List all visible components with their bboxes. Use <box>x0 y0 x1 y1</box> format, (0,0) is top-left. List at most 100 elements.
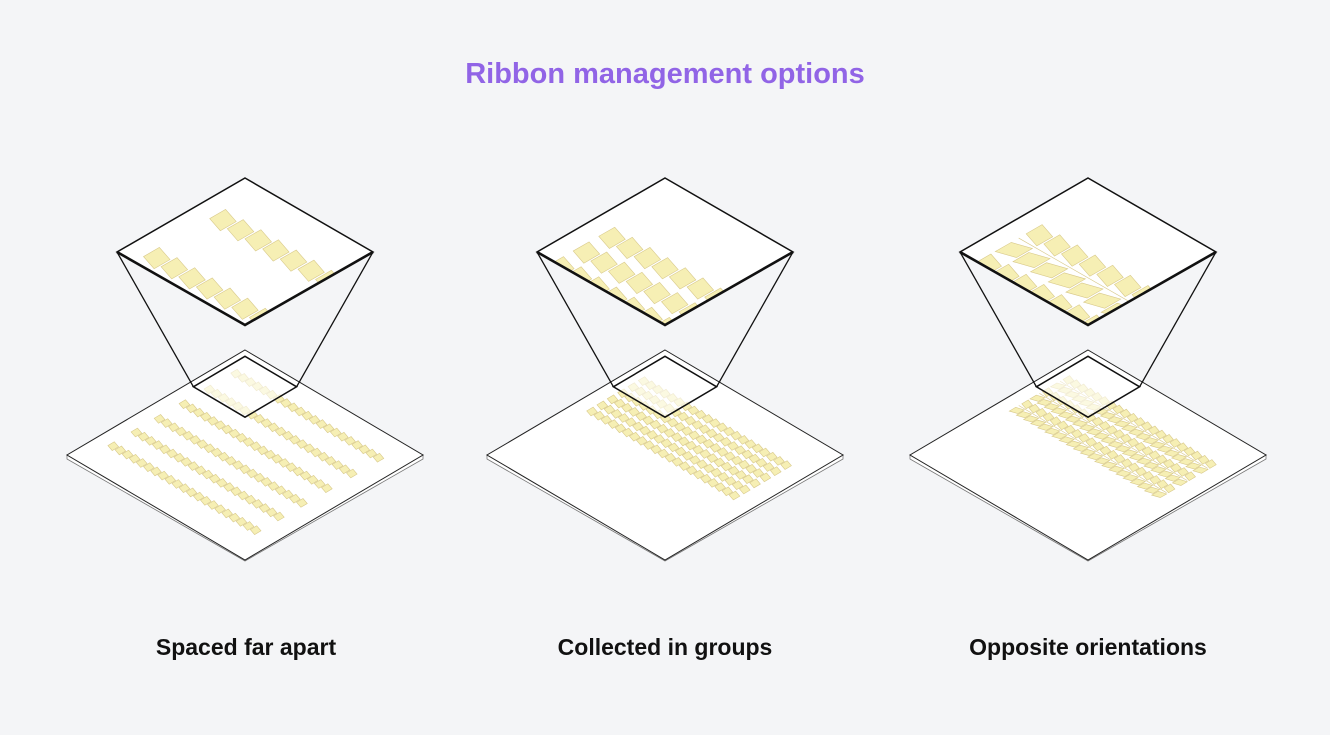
ribbon-tile <box>192 491 205 502</box>
magnified-tile <box>1228 494 1265 509</box>
ribbon-tile <box>274 485 287 496</box>
ribbon-tile <box>707 478 719 488</box>
magnified-tile <box>266 318 295 325</box>
ribbon-tile <box>1120 433 1132 444</box>
zoom-window <box>611 355 719 419</box>
ribbon-tile <box>315 419 328 429</box>
magnified-tile <box>1012 252 1051 269</box>
ribbon-tile <box>289 435 301 445</box>
ribbon-tile <box>294 406 306 417</box>
magnified-tile <box>993 323 1022 325</box>
ribbon-tile <box>737 435 750 445</box>
panel-label-grouped: Collected in groups <box>557 634 773 660</box>
ribbon-tile <box>303 443 315 454</box>
ribbon-tile <box>749 478 761 489</box>
ribbon-tile <box>628 407 640 417</box>
ribbon-tile <box>344 436 356 446</box>
ribbon-tile <box>755 458 768 468</box>
ribbon-tile <box>1064 424 1076 435</box>
magnified-tile <box>857 464 884 485</box>
ribbon-tile <box>346 468 358 479</box>
magnified-tile <box>767 353 794 374</box>
ribbon-tile <box>265 507 278 518</box>
ribbon-tile <box>678 461 691 471</box>
magnified-tile <box>696 312 724 325</box>
magnified-tile <box>883 449 910 470</box>
magnified-tile <box>1065 282 1104 299</box>
ribbon-tile <box>1107 441 1124 448</box>
magnified-tile <box>1061 244 1089 267</box>
magnified-tile <box>917 410 944 431</box>
ribbon-tile <box>720 437 732 447</box>
ribbon-tile <box>274 426 287 437</box>
ribbon-tile <box>1163 458 1175 469</box>
magnified-tile <box>537 295 541 318</box>
magnified-tile <box>911 311 948 326</box>
ribbon-tile <box>246 468 258 479</box>
ribbon-tile <box>600 415 613 425</box>
connector-line <box>116 251 194 388</box>
magnified-tile <box>721 297 750 320</box>
ribbon-tile <box>235 517 248 527</box>
magnified-tile <box>574 301 602 324</box>
magnified-tile <box>713 322 742 325</box>
magnified-tile <box>316 554 343 575</box>
magnified-tile <box>1225 374 1262 389</box>
ribbon-tile <box>1142 437 1159 445</box>
diagram-title: Ribbon management options <box>465 58 865 90</box>
magnified-tile <box>1222 396 1249 417</box>
ribbon-tile <box>292 466 305 477</box>
magnified-tile <box>391 389 417 410</box>
magnified-tile <box>1025 224 1054 247</box>
magnified-tile <box>241 577 268 598</box>
ribbon-tile <box>1205 459 1217 469</box>
ribbon-tile <box>337 431 349 442</box>
ribbon-tile <box>709 418 721 428</box>
ribbon-tile <box>178 399 191 409</box>
ribbon-tile <box>296 498 308 508</box>
magnified-tile <box>338 359 365 380</box>
ribbon-tile <box>173 452 185 463</box>
magnified-tile <box>64 476 91 497</box>
panel-spaced <box>38 177 462 598</box>
ribbon-tile <box>1106 450 1119 460</box>
ribbon-tile <box>705 428 718 439</box>
ribbon-tile <box>1128 428 1145 436</box>
ribbon-tile <box>1028 403 1041 414</box>
solar-plate <box>66 349 424 561</box>
ribbon-tile <box>281 430 294 441</box>
connector-line <box>536 251 614 388</box>
ribbon-tile <box>689 455 701 465</box>
ribbon-tile <box>625 417 637 427</box>
ribbon-tile <box>744 439 757 449</box>
magnified-tile <box>195 277 224 300</box>
magnified-tile <box>73 349 99 370</box>
magnified-tile <box>577 362 604 383</box>
magnified-tile <box>82 283 109 304</box>
magnified-tile <box>435 486 462 507</box>
magnified-tile <box>1029 262 1069 279</box>
magnified-tile <box>960 321 967 325</box>
ribbon-tile <box>1064 415 1082 423</box>
ribbon-tile <box>1197 455 1210 465</box>
magnified-tile <box>297 259 325 282</box>
ribbon-tile <box>324 456 337 466</box>
magnified-tile <box>38 329 64 350</box>
ribbon-tile <box>166 448 178 459</box>
magnified-tile <box>1043 234 1071 257</box>
ribbon-tile <box>688 430 700 441</box>
magnified-front-edge <box>116 250 374 327</box>
ribbon-tile <box>1192 466 1209 474</box>
ribbon-tile <box>1029 394 1046 402</box>
magnified-tile <box>496 286 523 307</box>
magnified-tile <box>1295 415 1330 430</box>
magnified-tile <box>1205 386 1232 407</box>
magnified-tile <box>1262 454 1299 469</box>
magnified-tile <box>828 359 855 380</box>
ribbon-tile <box>735 470 747 480</box>
ribbon-tile <box>1051 432 1068 440</box>
ribbon-tile <box>1126 413 1139 423</box>
ribbon-tile <box>1058 436 1075 444</box>
magnified-tile <box>1220 336 1247 357</box>
ribbon-tile <box>244 494 257 505</box>
